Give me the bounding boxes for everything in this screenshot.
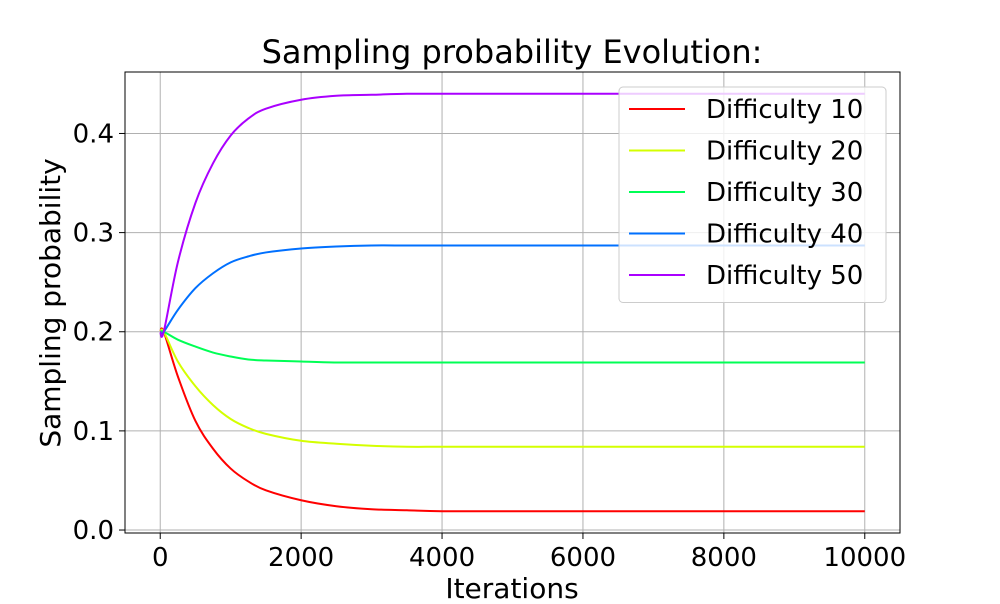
axis-ticks: 0 2000 4000 6000 8000 10000 0.0 0.1 0.2 0.3 0.4 bbox=[73, 119, 906, 573]
x-tick-label: 8000 bbox=[691, 543, 757, 573]
y-axis-label: Sampling probability bbox=[34, 158, 67, 447]
y-tick-label: 0.2 bbox=[73, 318, 114, 348]
legend: Difficulty 10 Difficulty 20 Difficulty 30 D… bbox=[618, 86, 887, 303]
legend-label: Difficulty 20 bbox=[706, 137, 863, 167]
legend-label: Difficulty 30 bbox=[706, 178, 863, 208]
series-line-1 bbox=[159, 327, 865, 513]
y-tick-label: 0.4 bbox=[73, 119, 114, 149]
x-tick-label: 2000 bbox=[268, 543, 334, 573]
series-line-2 bbox=[159, 328, 865, 448]
legend-label: Difficulty 10 bbox=[706, 95, 863, 125]
chart-title: Sampling probability Evolution: bbox=[262, 33, 763, 71]
legend-label: Difficulty 50 bbox=[706, 261, 863, 291]
x-tick-label: 0 bbox=[152, 543, 169, 573]
legend-label: Difficulty 40 bbox=[706, 220, 863, 250]
legend-box bbox=[618, 86, 887, 303]
plot-frame bbox=[124, 71, 901, 534]
x-tick-label: 10000 bbox=[823, 543, 906, 573]
x-tick-label: 4000 bbox=[409, 543, 475, 573]
y-tick-label: 0.1 bbox=[73, 417, 114, 447]
x-axis-label: Iterations bbox=[445, 572, 578, 600]
x-tick-label: 6000 bbox=[550, 543, 616, 573]
series-line-3 bbox=[159, 330, 865, 364]
y-tick-label: 0.0 bbox=[73, 516, 114, 546]
y-tick-label: 0.3 bbox=[73, 219, 114, 249]
